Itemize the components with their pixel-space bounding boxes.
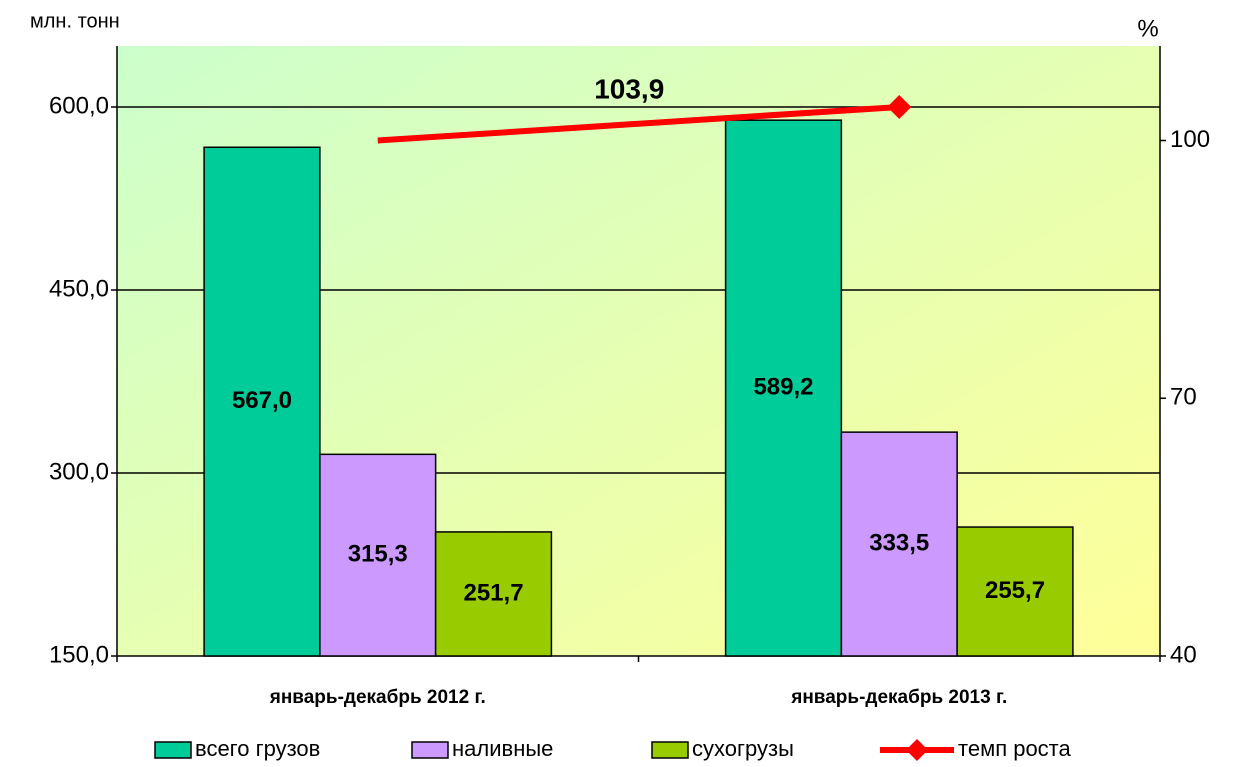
y-tick-label: 300,0 (49, 458, 109, 485)
legend-label: всего грузов (195, 736, 320, 761)
y-axis-label: млн. тонн (30, 10, 120, 32)
legend-swatch (154, 741, 192, 759)
y2-tick-label: 70 (1170, 384, 1197, 411)
legend-label: темп роста (958, 736, 1072, 761)
y-tick-label: 450,0 (49, 275, 109, 302)
bar (724, 119, 843, 657)
data-label: 103,9 (594, 73, 664, 104)
legend-label: сухогрузы (692, 736, 794, 761)
legend-swatch (651, 741, 689, 759)
legend-swatch (411, 741, 449, 759)
bar (840, 431, 958, 657)
y-tick-label: 150,0 (49, 641, 109, 668)
y2-axis-label: % (1137, 15, 1158, 42)
marker (887, 95, 912, 119)
legend-label: наливные (452, 736, 553, 761)
legend-swatch (906, 739, 928, 761)
data-label: 333,5 (869, 529, 929, 556)
bar (319, 453, 437, 657)
y2-tick-label: 100 (1170, 126, 1210, 153)
y2-tick-label: 40 (1170, 641, 1197, 668)
bar (956, 526, 1074, 657)
x-tick-label: январь-декабрь 2012 г. (269, 687, 486, 708)
data-label: 315,3 (348, 541, 408, 568)
data-label: 567,0 (232, 387, 292, 414)
data-label: 255,7 (985, 577, 1045, 604)
bar (203, 146, 321, 657)
x-tick-label: январь-декабрь 2013 г. (790, 687, 1007, 708)
data-label: 251,7 (463, 579, 523, 606)
line (377, 104, 900, 144)
data-label: 589,2 (753, 373, 813, 400)
bar (434, 531, 553, 657)
y-tick-label: 600,0 (49, 92, 109, 119)
